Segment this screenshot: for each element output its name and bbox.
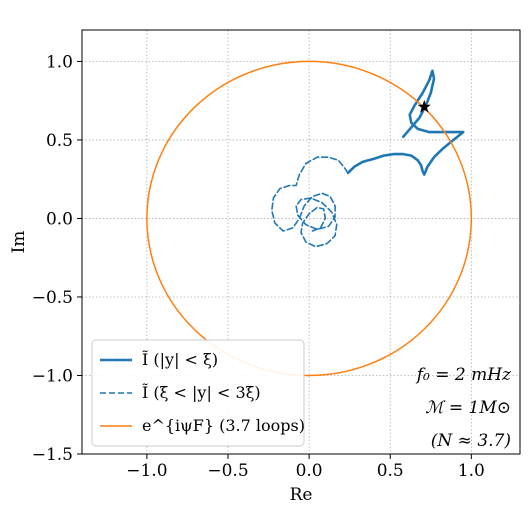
x-tick-label: 0.5 [377, 461, 404, 481]
y-tick-label: −0.5 [32, 288, 73, 308]
legend-label: Ĩ (|y| < ξ) [142, 349, 218, 369]
plot-area [146, 60, 473, 377]
y-tick-label: 0.0 [46, 209, 73, 229]
annotation-text: ℳ = 1M⊙ [425, 398, 511, 418]
star-marker [417, 99, 431, 113]
y-tick-label: 1.0 [46, 52, 73, 72]
legend-label: Ĩ (ξ < |y| < 3ξ) [142, 382, 261, 402]
axis-ticks: −1.0 −0.5 0.0 0.5 1.0 −1.5 −1.0 −0.5 0.0 0.5 1.0 [32, 52, 485, 481]
x-tick-label: 0.0 [296, 461, 323, 481]
x-tick-label: 1.0 [458, 461, 485, 481]
series-line-orange-circle [146, 60, 473, 377]
legend-label: e^{iψF} (3.7 loops) [142, 416, 305, 435]
y-tick-label: 0.5 [46, 131, 73, 151]
y-tick-label: −1.0 [32, 366, 73, 386]
series-line-dashed [270, 156, 349, 248]
x-axis-label: Re [290, 485, 313, 505]
series-line-solid [346, 69, 465, 176]
y-axis-label: Im [9, 231, 29, 254]
plot-frame [81, 29, 521, 455]
annotation-text: f₀ = 2 mHz [415, 365, 512, 385]
annotation-text: (N ≈ 3.7) [431, 431, 511, 451]
x-tick-label: −1.0 [126, 461, 167, 481]
legend-box [91, 339, 305, 447]
legend: Ĩ (|y| < ξ) Ĩ (ξ < |y| < 3ξ) e^{iψF} (3.7 … [91, 339, 305, 447]
annotations: f₀ = 2 mHz ℳ = 1M⊙ (N ≈ 3.7) [415, 365, 512, 451]
y-tick-label: −1.5 [32, 445, 73, 465]
x-tick-label: −0.5 [207, 461, 248, 481]
